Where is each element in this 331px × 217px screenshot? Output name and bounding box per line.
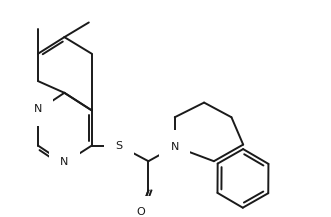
Text: N: N <box>34 104 42 114</box>
Text: N: N <box>170 141 179 151</box>
Text: O: O <box>136 207 145 217</box>
Text: N: N <box>60 157 69 167</box>
Text: S: S <box>116 141 123 151</box>
